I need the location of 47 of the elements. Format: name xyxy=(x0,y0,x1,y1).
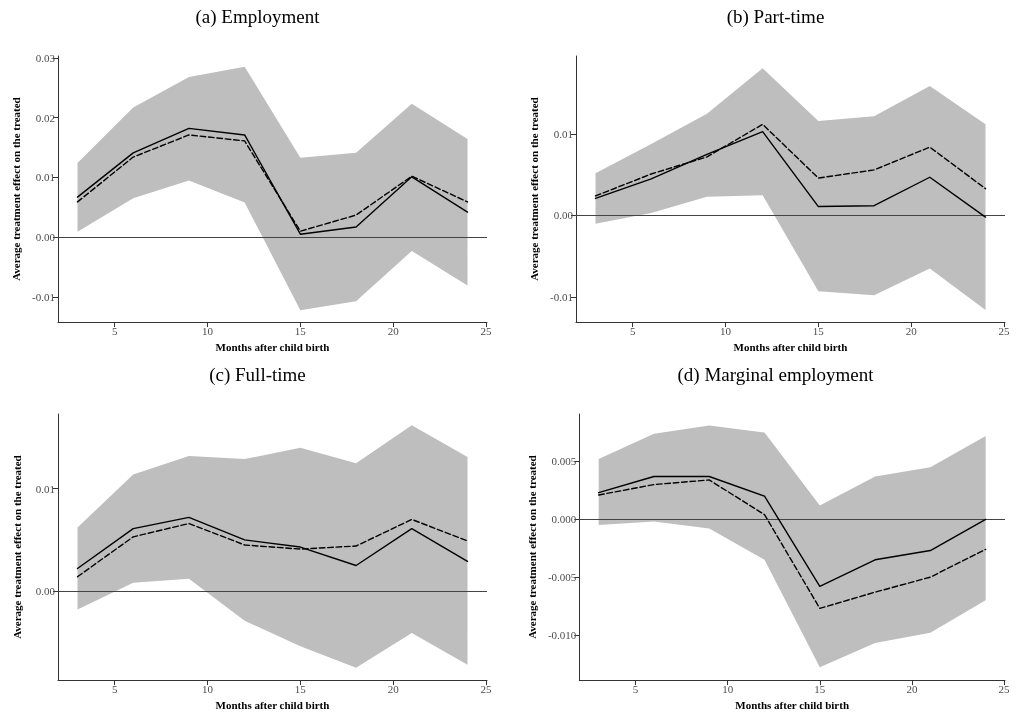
chart-title: (d) Marginal employment xyxy=(677,364,875,386)
x-tick-label: 20 xyxy=(906,682,918,695)
y-tick-label: 0.000 xyxy=(551,513,577,526)
chart-title: (c) Full-time xyxy=(209,364,306,386)
y-tick-label: 0.01 xyxy=(35,171,55,184)
y-tick-label: 0.00 xyxy=(553,209,574,222)
x-axis-title: Months after child birth xyxy=(215,340,330,353)
x-tick-label: 15 xyxy=(294,682,307,695)
x-axis-title: Months after child birth xyxy=(735,698,850,711)
y-tick-label: 0.00 xyxy=(35,231,56,244)
y-tick-label: 0.01 xyxy=(35,482,55,495)
x-tick-label: 20 xyxy=(387,324,400,337)
y-tick-label: -0.01 xyxy=(32,290,55,303)
x-tick-label: 25 xyxy=(998,682,1011,695)
x-tick-label: 20 xyxy=(387,682,400,695)
y-tick-label: 0.005 xyxy=(551,455,577,468)
x-tick-label: 10 xyxy=(202,682,214,695)
x-axis-title: Months after child birth xyxy=(733,340,848,353)
line-series xyxy=(76,518,469,578)
y-axis-title: Average treatment effect on the treated xyxy=(527,97,540,281)
x-tick-label: 5 xyxy=(632,682,639,695)
x-tick-label: 5 xyxy=(629,324,636,337)
x-tick-label: 10 xyxy=(720,324,732,337)
x-tick-label: 15 xyxy=(814,682,826,695)
y-tick-label: 0.03 xyxy=(35,51,56,64)
x-tick-label: 10 xyxy=(722,682,734,695)
x-tick-label: 25 xyxy=(480,682,493,695)
y-tick-label: 0.01 xyxy=(553,128,573,141)
x-tick-label: 10 xyxy=(202,324,214,337)
x-tick-label: 25 xyxy=(480,324,493,337)
y-axis-title: Average treatment effect on the treated xyxy=(10,455,23,639)
y-tick-label: 0.02 xyxy=(35,111,55,124)
y-tick-label: -0.005 xyxy=(547,571,577,584)
chart-title: (a) Employment xyxy=(195,6,321,28)
y-tick-label: -0.01 xyxy=(550,290,573,303)
x-tick-label: 5 xyxy=(111,324,118,337)
y-axis-title: Average treatment effect on the treated xyxy=(525,455,538,639)
y-tick-label: 0.00 xyxy=(35,585,56,598)
y-axis-title: Average treatment effect on the treated xyxy=(9,97,22,281)
x-tick-label: 15 xyxy=(812,324,825,337)
chart-title: (b) Part-time xyxy=(726,6,825,28)
x-tick-label: 25 xyxy=(998,324,1011,337)
y-tick-label: -0.010 xyxy=(547,628,577,641)
x-tick-label: 20 xyxy=(905,324,918,337)
x-tick-label: 5 xyxy=(111,682,118,695)
x-tick-label: 15 xyxy=(294,324,307,337)
x-axis-title: Months after child birth xyxy=(215,698,330,711)
